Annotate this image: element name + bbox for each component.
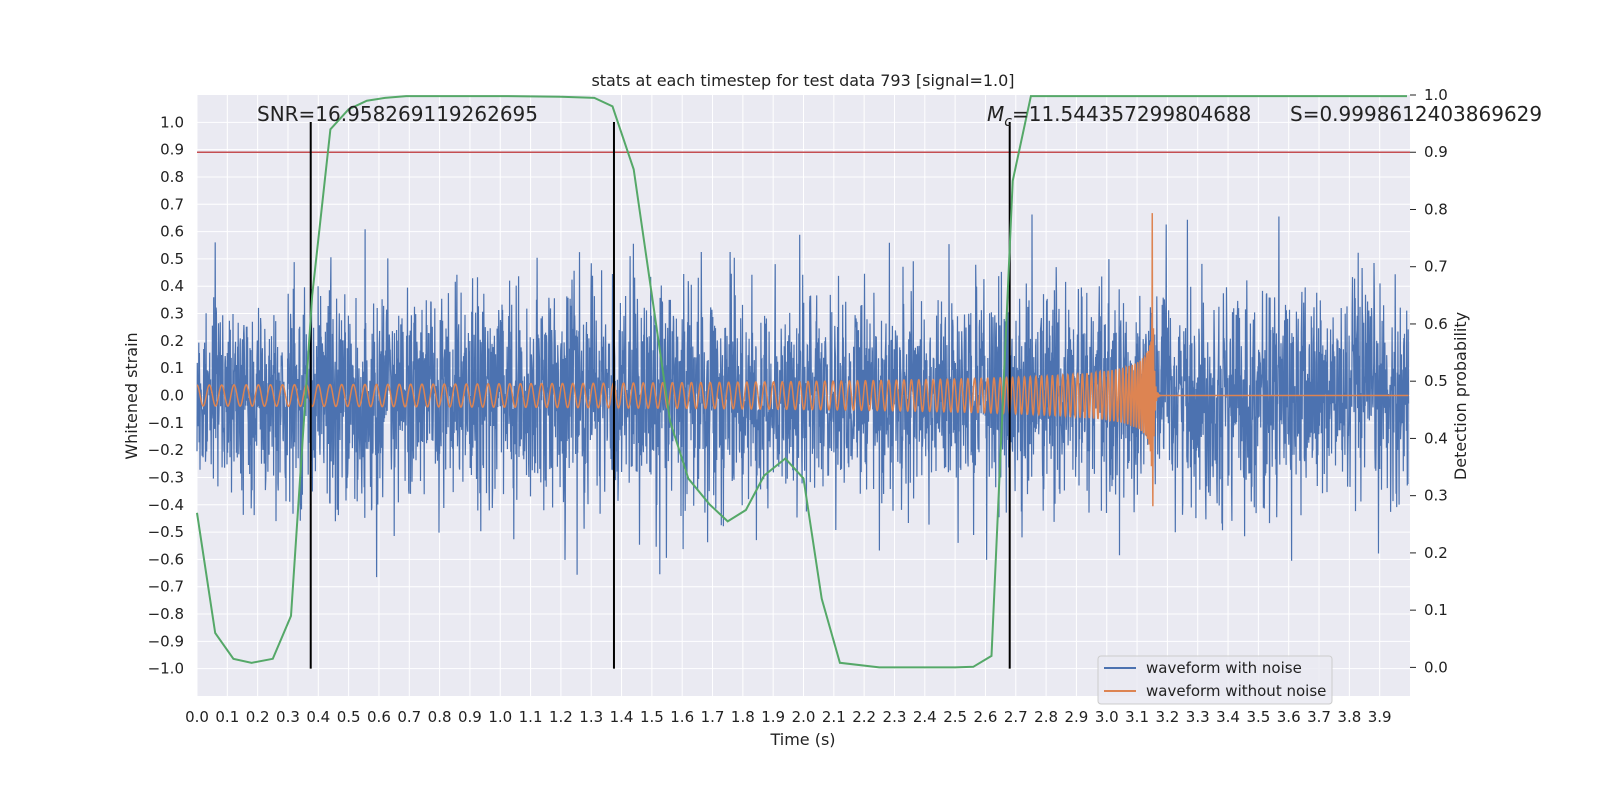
x-tick-label: 3.8 [1337,708,1361,726]
x-axis-label: Time (s) [769,730,835,749]
chart-title: stats at each timestep for test data 793… [591,71,1014,90]
y-tick-label: 0.0 [160,387,184,405]
x-tick-label: 2.9 [1064,708,1088,726]
x-tick-label: 1.2 [549,708,573,726]
chirp-mass-value: =11.544357299804688 [1012,102,1251,126]
x-tick-label: 2.2 [852,708,876,726]
y-right-tick-label: 0.8 [1424,200,1448,218]
x-tick-label: 1.6 [670,708,694,726]
x-tick-label: 0.5 [337,708,361,726]
y-tick-label: −0.2 [148,441,184,459]
x-tick-label: 2.1 [822,708,846,726]
chirp-mass-annotation: Mc=11.544357299804688 [987,102,1251,130]
x-tick-label: 1.4 [610,708,634,726]
y-tick-label: 0.5 [160,250,184,268]
chirp-mass-subscript: c [1004,114,1012,130]
series-waveform-with-noise [196,214,1410,578]
y-tick-label: −0.8 [148,605,184,623]
x-tick-label: 3.6 [1277,708,1301,726]
x-tick-label: 3.0 [1095,708,1119,726]
y-tick-label: −0.6 [148,550,184,568]
y-tick-label: −0.3 [148,468,184,486]
y-tick-labels: 1.0 0.9 0.8 0.7 0.6 0.5 0.4 0.3 0.2 0.1 0.0 −0.1 −0.… [148,113,184,677]
y-tick-label: 0.8 [160,168,184,186]
y-tick-label: −0.1 [148,414,184,432]
detection-probability-line [196,95,1407,669]
y-tick-label: 1.0 [160,113,184,131]
x-tick-label: 2.4 [913,708,937,726]
y-right-tick-label: 0.6 [1424,315,1448,333]
x-tick-label: 2.6 [974,708,998,726]
x-tick-label: 0.1 [215,708,239,726]
y-right-tick-label: 0.3 [1424,487,1448,505]
x-tick-label: 1.9 [761,708,785,726]
y-right-tick-label: 0.5 [1424,372,1448,390]
y-tick-label: 0.1 [160,359,184,377]
y-tick-label: −0.9 [148,632,184,650]
x-tick-label: 3.5 [1246,708,1270,726]
y-tick-label: 0.4 [160,277,184,295]
x-tick-label: 1.5 [640,708,664,726]
y-tick-label: 0.3 [160,305,184,323]
x-tick-label: 3.7 [1307,708,1331,726]
x-tick-label: 0.3 [276,708,300,726]
x-tick-label: 0.9 [458,708,482,726]
x-tick-label: 3.2 [1155,708,1179,726]
y-right-tick-label: 0.9 [1424,143,1448,161]
series-detection-probability [196,95,1407,669]
legend-box [1097,655,1333,705]
y-right-tick-label: 0.1 [1424,601,1448,619]
x-tick-label: 0.4 [306,708,330,726]
x-tick-label: 0.2 [246,708,270,726]
y-right-tick-labels: 0.0 0.1 0.2 0.3 0.4 0.5 0.6 0.7 0.8 0.9 1.0 [1410,86,1448,676]
x-tick-label: 3.9 [1368,708,1392,726]
x-tick-label: 0.7 [397,708,421,726]
chirp-mass-symbol: M [987,102,1004,126]
x-tick-label: 1.8 [731,708,755,726]
x-tick-label: 1.3 [579,708,603,726]
y-tick-label: 0.6 [160,223,184,241]
x-tick-label: 3.4 [1216,708,1240,726]
y-tick-label: −1.0 [148,660,184,678]
y-right-tick-label: 1.0 [1424,86,1448,104]
spin-annotation: S=0.9998612403869629 [1290,102,1542,126]
x-tick-label: 3.1 [1125,708,1149,726]
y-tick-label: −0.5 [148,523,184,541]
y-right-axis-label: Detection probability [1451,312,1470,480]
x-tick-label: 0.8 [428,708,452,726]
snr-annotation: SNR=16.958269119262695 [257,102,538,126]
waveform-without-noise-line [196,213,1409,507]
y-tick-label: 0.7 [160,195,184,213]
y-right-tick-label: 0.4 [1424,429,1448,447]
y-right-tick-label: 0.2 [1424,544,1448,562]
legend-label-clean: waveform without noise [1146,682,1326,700]
x-tick-label: 0.6 [367,708,391,726]
x-tick-label: 3.3 [1186,708,1210,726]
x-tick-label: 1.1 [519,708,543,726]
x-tick-label: 2.3 [883,708,907,726]
x-tick-label: 1.0 [488,708,512,726]
x-tick-label: 2.8 [1034,708,1058,726]
legend-label-noise: waveform with noise [1146,659,1302,677]
legend: waveform with noise waveform without noi… [1097,655,1333,705]
y-tick-label: 0.2 [160,332,184,350]
x-tick-label: 2.5 [943,708,967,726]
waveform-with-noise-line [196,214,1410,578]
x-tick-label: 2.7 [1004,708,1028,726]
x-tick-labels: 0.0 0.1 0.2 0.3 0.4 0.5 0.6 0.7 0.8 0.9 1.0 1.1 1.2 1… [185,708,1392,726]
y-right-tick-label: 0.0 [1424,658,1448,676]
series-waveform-without-noise [196,213,1409,507]
x-tick-label: 2.0 [792,708,816,726]
y-axis-label: Whitened strain [122,332,141,459]
y-tick-label: −0.4 [148,496,184,514]
y-right-tick-label: 0.7 [1424,258,1448,276]
vertical-markers [309,122,1011,669]
x-tick-label: 1.7 [701,708,725,726]
y-tick-label: 0.9 [160,141,184,159]
y-tick-label: −0.7 [148,578,184,596]
x-tick-label: 0.0 [185,708,209,726]
